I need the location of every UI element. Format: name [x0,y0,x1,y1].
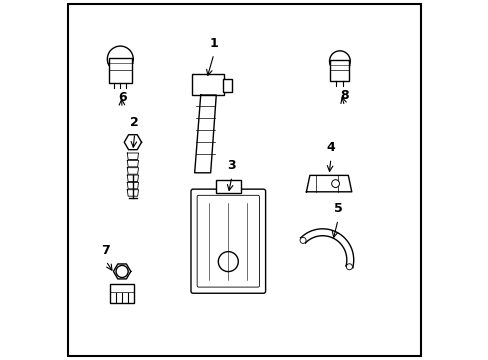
Polygon shape [194,95,216,173]
Polygon shape [300,229,353,267]
FancyBboxPatch shape [215,180,241,193]
Polygon shape [127,183,138,189]
Polygon shape [127,175,138,181]
Polygon shape [127,153,138,159]
Polygon shape [113,264,130,279]
Circle shape [331,180,339,188]
Circle shape [329,51,349,72]
Text: 8: 8 [340,89,348,102]
FancyBboxPatch shape [68,4,420,356]
Text: 5: 5 [333,202,342,215]
FancyBboxPatch shape [191,189,265,293]
Text: 3: 3 [227,159,236,172]
Polygon shape [127,168,138,174]
Circle shape [218,252,238,271]
Text: 1: 1 [209,37,218,50]
Text: 6: 6 [118,91,126,104]
Text: 4: 4 [326,141,335,154]
Text: 2: 2 [130,116,139,129]
Polygon shape [306,175,351,192]
Polygon shape [124,135,141,150]
Circle shape [346,264,352,270]
Circle shape [116,265,128,278]
FancyBboxPatch shape [192,74,224,95]
FancyBboxPatch shape [223,79,232,92]
FancyBboxPatch shape [108,58,132,83]
Text: 7: 7 [102,244,110,257]
Circle shape [107,46,133,72]
Polygon shape [127,160,138,167]
Polygon shape [127,190,138,196]
FancyBboxPatch shape [330,60,349,81]
FancyBboxPatch shape [110,284,134,302]
FancyBboxPatch shape [197,195,259,287]
Circle shape [300,237,305,243]
